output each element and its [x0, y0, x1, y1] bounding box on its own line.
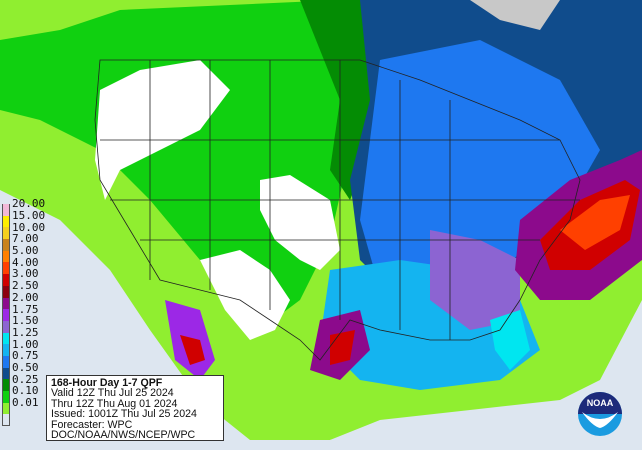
legend-item: 5.00: [2, 245, 58, 263]
legend-label: 1.25: [12, 325, 39, 339]
legend-swatch: [2, 297, 10, 310]
legend-swatch: [2, 355, 10, 368]
legend-swatch: [2, 367, 10, 380]
legend-label: 1.50: [12, 314, 39, 328]
legend-item: 10.00: [2, 222, 58, 240]
legend-item: 20.00: [2, 198, 58, 216]
dry-area-plains: [260, 175, 340, 270]
thru-time: Thru 12Z Thu Aug 01 2024: [51, 397, 178, 410]
noaa-logo: NOAA: [578, 392, 622, 436]
legend-item: 0.50: [2, 362, 58, 380]
no-data-canada: [470, 0, 560, 30]
legend-label: 0.50: [12, 360, 39, 374]
legend-label: 20.00: [12, 197, 46, 211]
precip-purple-se: [430, 230, 520, 330]
dry-area-southwest: [200, 250, 290, 340]
precip-legend: 20.00 15.00 10.00 7.00 5.00 4.00 3.00 2.…: [2, 198, 58, 427]
legend-label: 5.00: [12, 244, 39, 258]
legend-swatch: [2, 250, 10, 263]
legend-swatch: [2, 262, 10, 275]
legend-swatch: [2, 402, 10, 415]
legend-item: 7.00: [2, 233, 58, 251]
legend-label: 15.00: [12, 209, 46, 223]
legend-swatch: [2, 204, 10, 216]
legend-label: 3.00: [12, 267, 39, 281]
legend-swatch: [2, 239, 10, 251]
legend-swatch: [2, 320, 10, 333]
legend-swatch: [2, 215, 10, 228]
legend-item: 0.10: [2, 385, 58, 403]
legend-label: 0.75: [12, 349, 39, 363]
legend-swatch: [2, 227, 10, 240]
legend-swatch: [2, 344, 10, 356]
legend-label: 4.00: [12, 255, 39, 269]
legend-swatch: [2, 274, 10, 286]
product-info-box: 168-Hour Day 1-7 QPF Valid 12Z Thu Jul 2…: [46, 375, 224, 441]
legend-item: [2, 414, 58, 427]
product-title: 168-Hour Day 1-7 QPF: [51, 377, 163, 389]
legend-item: 0.25: [2, 374, 58, 391]
dry-area-west: [95, 60, 230, 200]
legend-label: 0.25: [12, 372, 39, 386]
legend-item: 2.00: [2, 292, 58, 310]
legend-label: 7.00: [12, 232, 39, 246]
legend-item: 2.50: [2, 280, 58, 298]
legend-swatch: [2, 379, 10, 391]
agency: DOC/NOAA/NWS/NCEP/WPC: [51, 429, 196, 442]
legend-label: 2.00: [12, 290, 39, 304]
precip-mexico-red: [180, 335, 205, 365]
state-boundaries: [94, 59, 581, 361]
legend-swatch: [2, 414, 10, 427]
legend-swatch: [2, 332, 10, 345]
legend-swatch: [2, 309, 10, 321]
legend-label: 1.00: [12, 337, 39, 351]
legend-item: 4.00: [2, 257, 58, 275]
legend-item: 1.00: [2, 339, 58, 356]
legend-swatch: [2, 285, 10, 298]
valid-time: Valid 12Z Thu Jul 25 2024: [51, 387, 174, 400]
noaa-bird-icon: [582, 412, 618, 428]
legend-item: 1.75: [2, 304, 58, 321]
legend-item: 3.00: [2, 268, 58, 286]
forecaster: Forecaster: WPC: [51, 418, 133, 431]
legend-label: 1.75: [12, 302, 39, 316]
legend-item: 0.75: [2, 350, 58, 368]
legend-item: 15.00: [2, 210, 58, 228]
legend-item: 1.50: [2, 315, 58, 333]
precip-atlantic-orange: [560, 195, 630, 250]
no-data-gulf: [330, 410, 600, 450]
legend-label: 0.10: [12, 384, 39, 398]
legend-item: 0.01: [2, 397, 58, 415]
legend-item: 1.25: [2, 327, 58, 345]
noaa-logo-text: NOAA: [586, 398, 614, 408]
legend-label: 2.50: [12, 279, 39, 293]
precip-florida-blue: [490, 310, 530, 370]
legend-label: 10.00: [12, 220, 46, 234]
issued-time: Issued: 1001Z Thu Jul 25 2024: [51, 408, 197, 421]
legend-label: 0.01: [12, 396, 39, 410]
legend-swatch: [2, 391, 10, 403]
